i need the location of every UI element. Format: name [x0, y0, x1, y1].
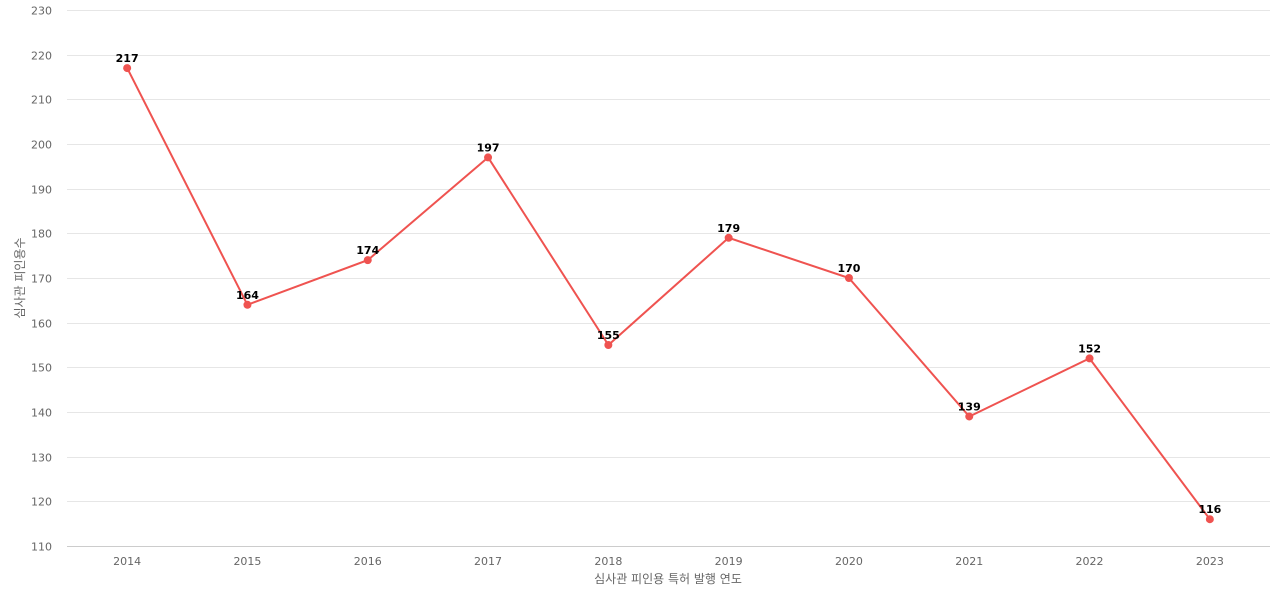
y-tick-label: 130 — [31, 452, 52, 465]
series-line — [126, 67, 1211, 520]
data-point — [604, 341, 613, 349]
data-label: 152 — [1078, 342, 1101, 355]
data-point — [243, 300, 252, 309]
data-point — [123, 64, 132, 73]
data-label: 174 — [356, 244, 379, 257]
data-label: 139 — [958, 400, 981, 413]
data-point — [484, 153, 493, 162]
x-tick-label: 2015 — [233, 555, 261, 568]
x-axis-title: 심사관 피인용 특허 발행 연도 — [594, 571, 742, 586]
y-tick-label: 160 — [31, 318, 52, 331]
data-points — [123, 64, 1214, 524]
x-tick-label: 2022 — [1076, 555, 1104, 568]
x-tick-label: 2016 — [354, 555, 382, 568]
data-label: 116 — [1198, 503, 1221, 516]
data-point — [1085, 354, 1094, 363]
y-tick-label: 210 — [31, 94, 52, 107]
y-tick-label: 170 — [31, 273, 52, 286]
data-label: 164 — [236, 289, 259, 302]
y-tick-label: 150 — [31, 362, 52, 375]
x-tick-label: 2018 — [594, 555, 622, 568]
data-point — [844, 274, 853, 282]
y-tick-label: 220 — [31, 50, 52, 63]
y-tick-label: 120 — [31, 496, 52, 509]
data-label: 170 — [837, 262, 860, 275]
x-tick-label: 2017 — [474, 555, 502, 568]
data-point — [724, 233, 733, 242]
data-point — [363, 256, 372, 265]
data-label: 155 — [597, 329, 620, 342]
x-tick-label: 2020 — [835, 555, 863, 568]
x-tick-label: 2014 — [113, 555, 141, 568]
data-labels: 217 164 174 197 155 179 170 139 152 116 — [116, 52, 1222, 516]
y-tick-label: 110 — [31, 541, 52, 554]
y-axis-ticks: 110 120 130 140 150 160 170 180 190 200 210 220 230 — [31, 5, 52, 554]
x-axis-ticks: 2014 2015 2016 2017 2018 2019 2020 2021 2022 2023 — [113, 555, 1224, 568]
data-label: 197 — [477, 141, 500, 154]
x-tick-label: 2021 — [955, 555, 983, 568]
y-tick-label: 180 — [31, 228, 52, 241]
x-tick-label: 2019 — [715, 555, 743, 568]
y-tick-label: 190 — [31, 184, 52, 197]
x-tick-label: 2023 — [1196, 555, 1224, 568]
data-label: 217 — [116, 52, 139, 65]
data-point — [1205, 515, 1214, 524]
y-tick-label: 230 — [31, 5, 52, 18]
grid-lines — [67, 10, 1270, 502]
data-label: 179 — [717, 222, 740, 235]
y-tick-label: 140 — [31, 407, 52, 420]
data-point — [965, 412, 974, 421]
y-tick-label: 200 — [31, 139, 52, 152]
y-axis-title: 심사관 피인용수 — [13, 237, 27, 318]
